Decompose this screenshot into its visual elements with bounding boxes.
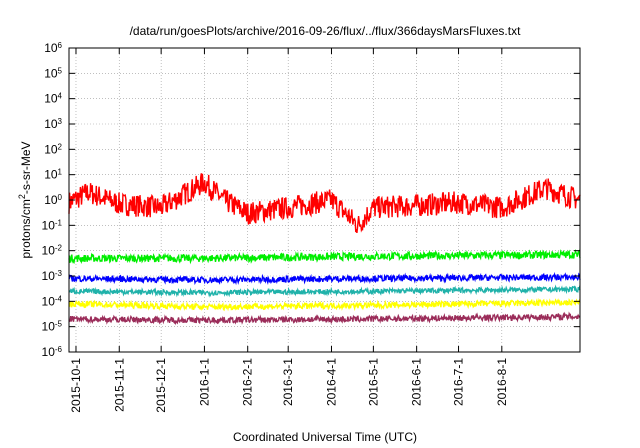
series-4 xyxy=(68,284,581,298)
x-axis-label: Coordinated Universal Time (UTC) xyxy=(233,430,417,444)
series-line xyxy=(68,248,581,265)
series-line xyxy=(68,262,581,276)
series-line xyxy=(68,311,581,326)
x-tick-label: 2015-12-1 xyxy=(154,358,168,413)
series-6 xyxy=(68,311,581,326)
y-tick-label: 102 xyxy=(44,142,62,157)
series-2 xyxy=(68,262,581,276)
y-tick-label: 100 xyxy=(44,193,62,208)
series-1 xyxy=(68,248,581,265)
y-tick-label: 10-4 xyxy=(42,294,63,309)
x-tick-label: 2016-6-1 xyxy=(410,358,424,406)
x-tick-label: 2016-5-1 xyxy=(366,358,380,406)
series-line xyxy=(68,271,581,286)
series-line xyxy=(68,297,581,312)
y-axis-label: protons/cm2-s-sr-MeV xyxy=(17,141,33,258)
y-tick-label: 10-1 xyxy=(42,218,63,233)
y-tick-label: 106 xyxy=(44,41,62,56)
y-axis-label-rest: -s-sr-MeV xyxy=(19,141,33,194)
x-axis: 2015-10-1 2015-11-1 2015-12-1 2016-1-1 2016-… xyxy=(69,48,509,413)
x-tick-label: 2015-11-1 xyxy=(112,358,126,412)
y-tick-label: 10-3 xyxy=(42,269,63,284)
series-line xyxy=(68,284,581,298)
y-tick-label: 103 xyxy=(44,117,62,132)
y-tick-label: 10-2 xyxy=(42,243,63,258)
y-tick-label: 10-5 xyxy=(42,319,63,334)
y-tick-label: 10-6 xyxy=(42,345,63,360)
x-tick-label: 2016-1-1 xyxy=(197,358,211,406)
x-tick-label: 2016-7-1 xyxy=(452,358,466,406)
series-0 xyxy=(68,173,581,234)
y-axis-label-main: protons/cm xyxy=(19,199,33,258)
y-tick-label: 101 xyxy=(44,167,62,182)
series-3 xyxy=(68,271,581,286)
x-tick-label: 2016-3-1 xyxy=(281,358,295,406)
x-tick-label: 2015-10-1 xyxy=(69,358,83,413)
chart-title: /data/run/goesPlots/archive/2016-09-26/f… xyxy=(130,24,522,38)
x-tick-label: 2016-2-1 xyxy=(241,358,255,406)
y-tick-label: 104 xyxy=(44,91,62,106)
x-tick-label: 2016-8-1 xyxy=(495,358,509,406)
y-tick-label: 105 xyxy=(44,66,62,81)
y-axis: 10-6 10-5 10-4 10-3 10-2 10-1 100 101 102 103 104 1… xyxy=(42,41,580,360)
series-line xyxy=(68,173,581,234)
y-axis-label-superscript: 2 xyxy=(17,194,27,199)
series-5 xyxy=(68,297,581,312)
x-tick-label: 2016-4-1 xyxy=(324,358,338,406)
series-layer xyxy=(68,173,581,326)
